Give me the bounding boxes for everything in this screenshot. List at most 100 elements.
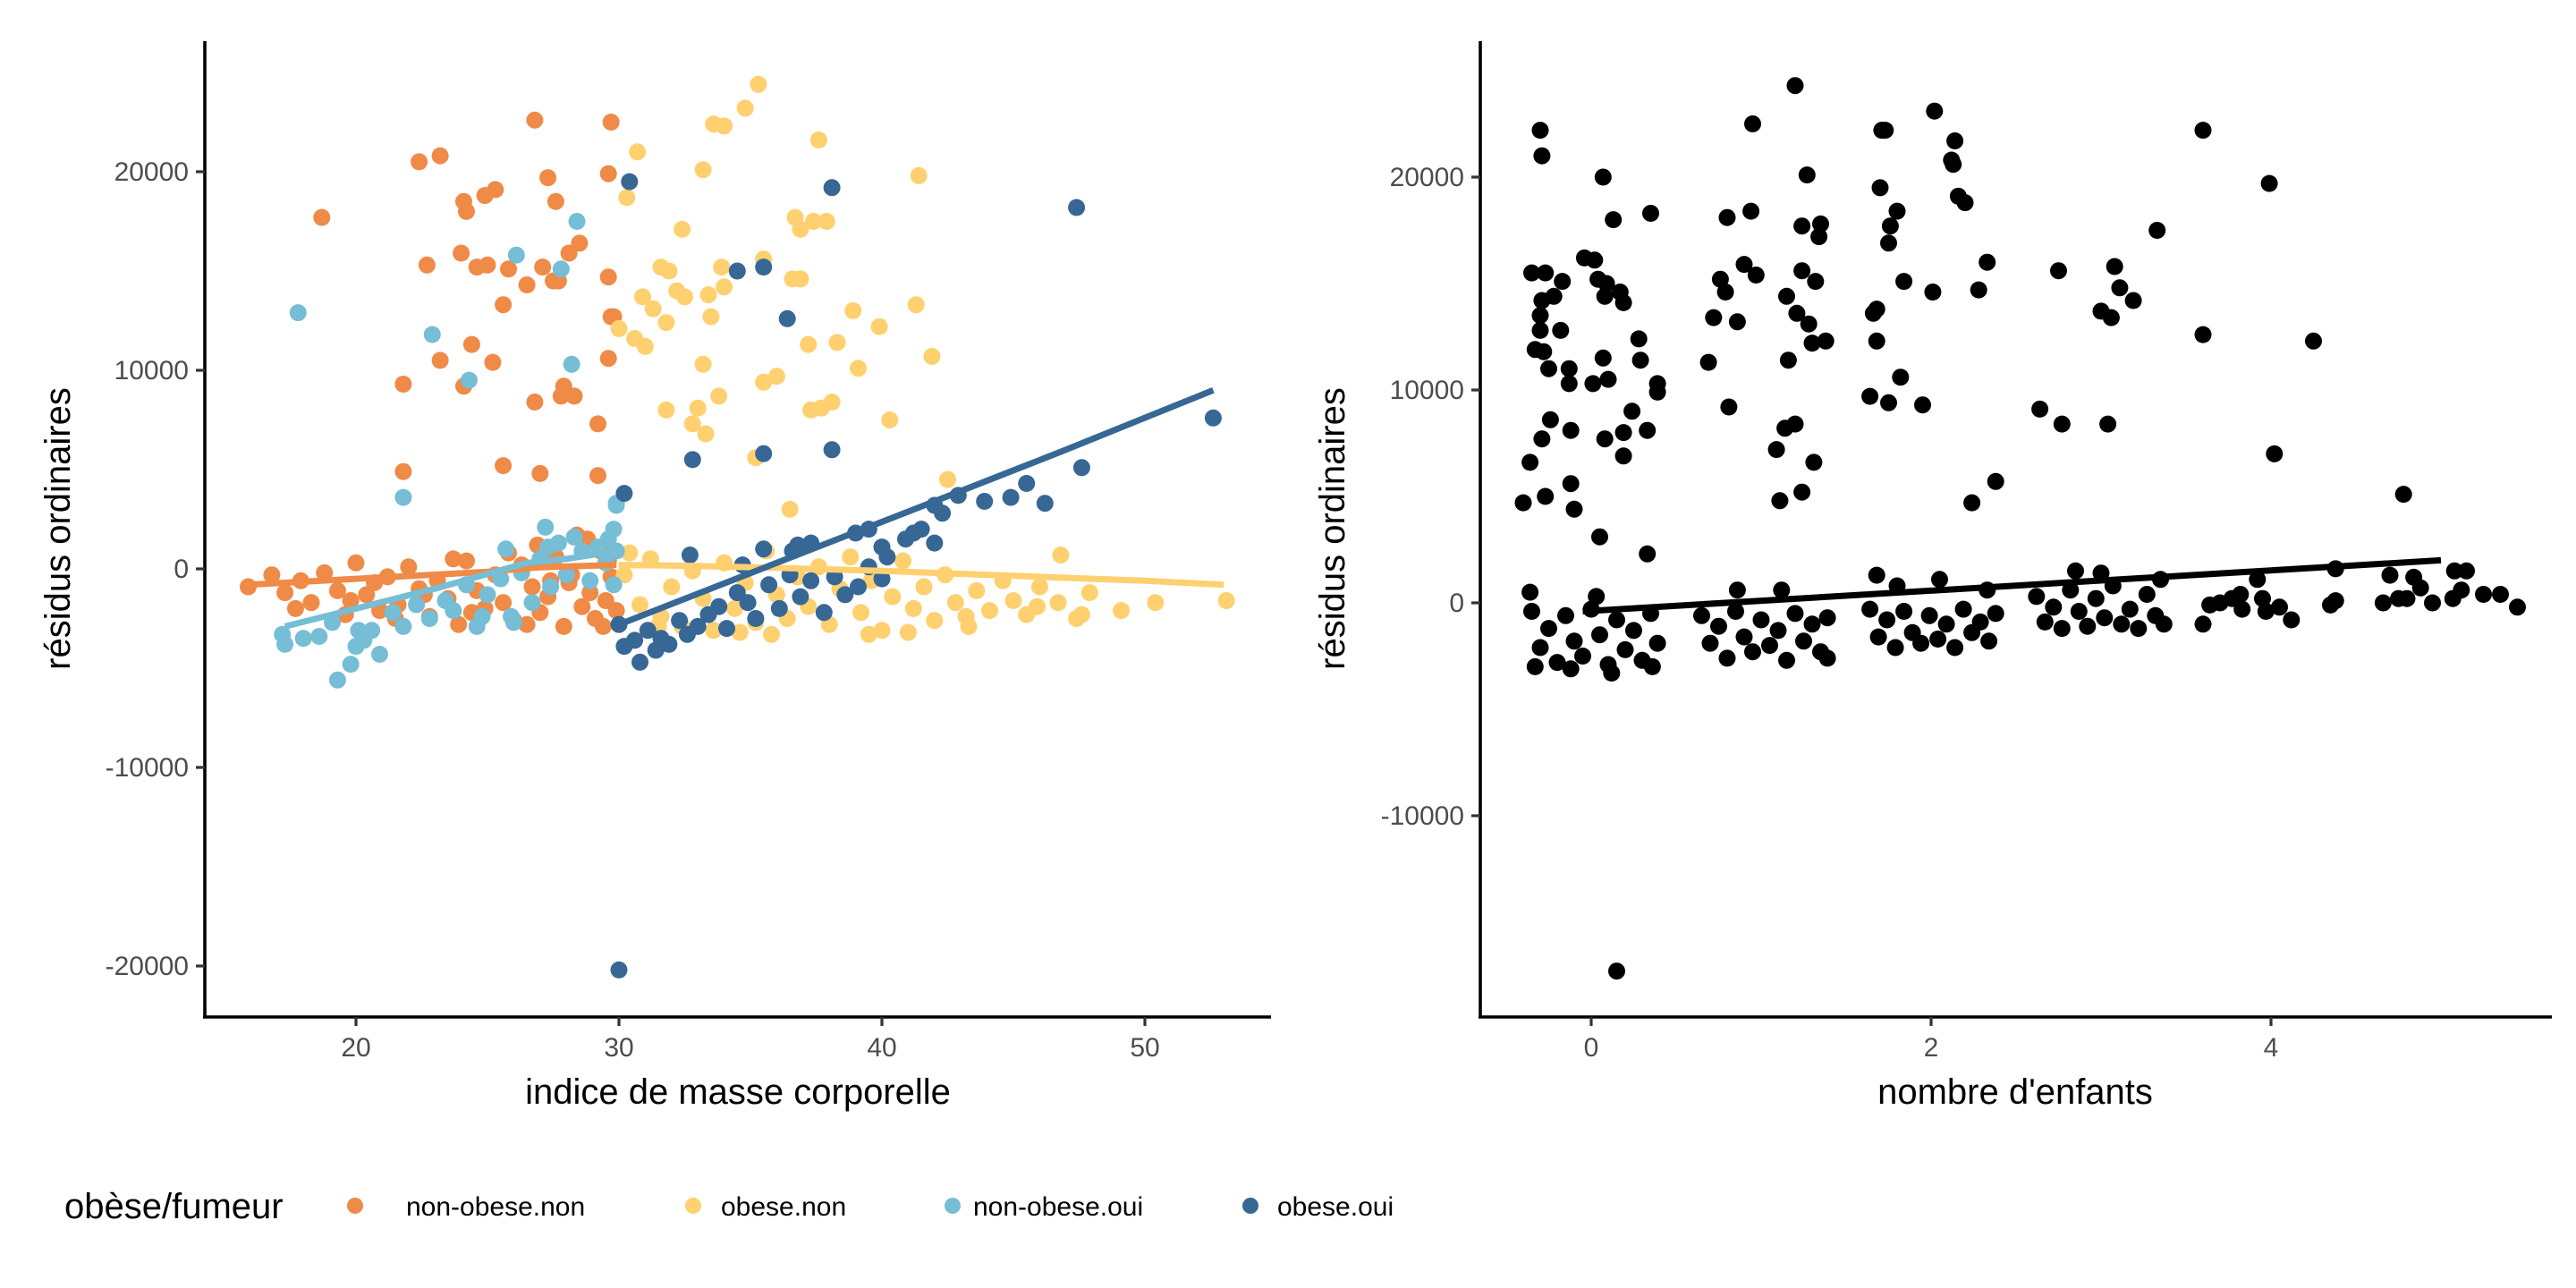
y-tick-label: 20000 xyxy=(1390,163,1464,192)
point-residus xyxy=(1591,626,1608,644)
point-residus xyxy=(1970,281,1987,299)
left-fit-lines-layer xyxy=(248,386,1224,630)
x-tick-label: 20 xyxy=(341,1033,370,1063)
point-residus xyxy=(1735,256,1753,274)
point-residus xyxy=(1924,284,1942,301)
point-non-obese-non xyxy=(411,153,428,171)
point-non-obese-non xyxy=(599,350,617,368)
point-obese-oui xyxy=(802,572,820,589)
point-residus xyxy=(1727,603,1744,620)
point-obese-oui xyxy=(1018,475,1036,492)
point-residus xyxy=(1557,606,1574,624)
point-residus xyxy=(1818,649,1836,667)
point-obese-oui xyxy=(747,610,765,627)
point-residus xyxy=(1895,603,1913,620)
point-residus xyxy=(1914,396,1931,414)
point-residus xyxy=(1565,632,1583,650)
point-obese-non xyxy=(702,308,720,326)
point-residus xyxy=(2374,594,2392,612)
point-residus xyxy=(1596,287,1614,305)
point-obese-non xyxy=(926,612,944,630)
point-non-obese-non xyxy=(479,256,496,274)
point-residus xyxy=(2257,603,2275,620)
point-residus xyxy=(1742,202,1760,220)
left-points-layer xyxy=(240,75,1235,979)
point-obese-oui xyxy=(1068,199,1086,216)
x-tick-label: 50 xyxy=(1130,1033,1159,1063)
point-residus xyxy=(1954,600,1972,618)
point-non-obese-non xyxy=(418,256,436,274)
point-residus xyxy=(1728,581,1746,599)
legend-key-non-obese-oui xyxy=(945,1198,961,1214)
legend-label-obese-oui: obese.oui xyxy=(1277,1192,1394,1222)
point-residus xyxy=(1946,639,1964,657)
right-points-layer xyxy=(1514,77,2526,980)
point-obese-non xyxy=(781,500,799,518)
point-residus xyxy=(1778,651,1795,669)
point-obese-non xyxy=(809,131,827,148)
point-obese-non xyxy=(904,599,922,617)
point-residus xyxy=(1793,217,1811,235)
point-non-obese-non xyxy=(484,353,502,371)
x-tick-label: 2 xyxy=(1924,1033,1939,1063)
point-non-obese-non xyxy=(560,244,578,262)
point-obese-oui xyxy=(976,493,994,510)
legend-entry-obese-oui: obese.oui xyxy=(1242,1192,1394,1222)
point-residus xyxy=(1888,202,1906,220)
point-non-obese-oui xyxy=(542,578,560,596)
point-residus xyxy=(1540,360,1557,377)
point-obese-non xyxy=(676,288,693,306)
point-residus xyxy=(2509,598,2526,616)
point-residus xyxy=(1648,634,1666,652)
point-non-obese-non xyxy=(347,554,365,572)
point-residus xyxy=(1710,617,1727,635)
point-obese-non xyxy=(634,288,651,306)
point-obese-non xyxy=(1049,594,1067,612)
point-obese-non xyxy=(923,348,941,365)
point-non-obese-oui xyxy=(276,635,294,653)
point-residus xyxy=(1554,273,1572,291)
point-residus xyxy=(1560,360,1578,377)
point-residus xyxy=(1869,628,1887,646)
point-residus xyxy=(1920,606,1938,624)
point-residus xyxy=(2138,586,2156,603)
point-residus xyxy=(1771,492,1789,510)
point-residus xyxy=(2249,571,2267,589)
point-non-obese-oui xyxy=(563,355,580,373)
point-residus xyxy=(1531,122,1549,140)
point-residus xyxy=(1591,528,1608,546)
point-residus xyxy=(1526,657,1544,675)
point-residus xyxy=(1773,581,1791,599)
point-non-obese-non xyxy=(589,467,606,485)
point-residus xyxy=(1868,332,1885,350)
point-residus xyxy=(2394,486,2412,504)
point-residus xyxy=(1594,349,1612,367)
point-residus xyxy=(1531,639,1549,657)
point-non-obese-oui xyxy=(504,614,522,631)
point-obese-oui xyxy=(850,578,867,596)
point-residus xyxy=(2232,586,2250,603)
point-residus xyxy=(1946,132,1964,149)
point-non-obese-non xyxy=(523,578,541,596)
point-residus xyxy=(1810,228,1828,246)
point-residus xyxy=(1630,330,1648,348)
point-residus xyxy=(1807,273,1825,291)
point-residus xyxy=(1963,494,1981,512)
point-residus xyxy=(1623,402,1641,420)
point-residus xyxy=(1767,441,1785,459)
point-residus xyxy=(1871,179,1889,197)
point-obese-non xyxy=(968,581,986,599)
point-non-obese-non xyxy=(328,581,346,599)
left-y-ticks: -20000 -10000 0 10000 20000 xyxy=(106,157,205,981)
point-non-obese-non xyxy=(555,617,572,635)
point-residus xyxy=(1886,639,1904,657)
point-residus xyxy=(1861,387,1879,405)
point-obese-non xyxy=(610,319,628,337)
point-obese-non xyxy=(716,117,733,135)
point-residus xyxy=(1535,343,1553,360)
point-obese-non xyxy=(828,334,846,352)
legend: obèse/fumeur non-obese.non obese.non non… xyxy=(64,1187,1394,1226)
point-residus xyxy=(1987,605,2004,623)
point-obese-non xyxy=(899,623,917,641)
point-residus xyxy=(1631,352,1649,369)
